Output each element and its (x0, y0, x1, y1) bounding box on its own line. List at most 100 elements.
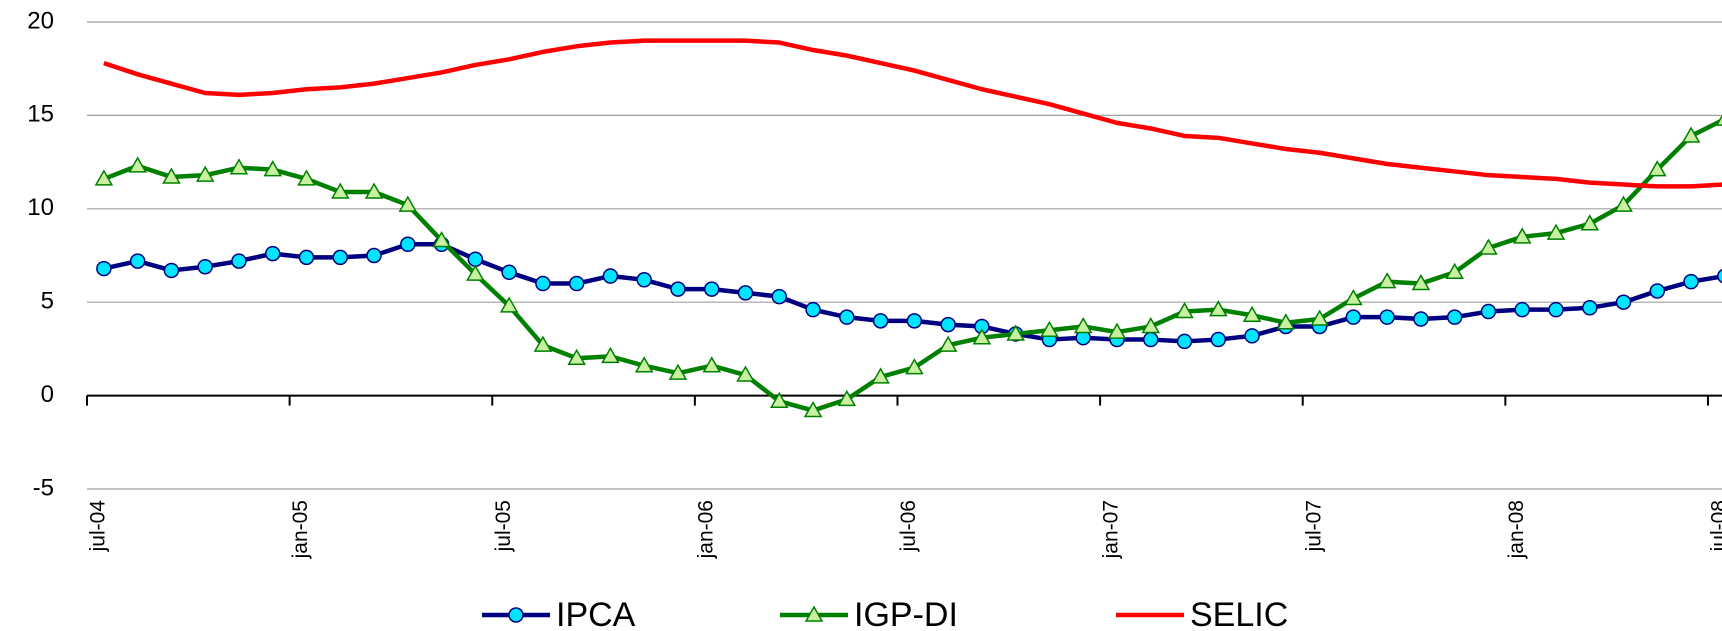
marker (364, 182, 384, 199)
marker (736, 365, 755, 382)
marker (636, 272, 652, 288)
y-tick-label: 20 (27, 7, 54, 34)
marker (938, 335, 958, 352)
marker (1411, 274, 1431, 291)
marker (567, 348, 586, 365)
series (94, 114, 1722, 418)
marker (1615, 294, 1632, 310)
marker (1242, 305, 1262, 323)
marker (1344, 288, 1363, 306)
marker (737, 285, 754, 301)
marker (940, 316, 956, 333)
marker (972, 328, 992, 345)
marker (1480, 303, 1497, 320)
marker (94, 169, 114, 186)
marker (1073, 316, 1093, 334)
marker (1681, 126, 1701, 143)
y-tick-label: 5 (41, 288, 54, 315)
marker (1548, 301, 1564, 318)
series (103, 38, 1722, 189)
marker (297, 169, 316, 186)
marker (163, 262, 180, 279)
marker (1614, 195, 1633, 212)
marker (1379, 309, 1395, 325)
marker (1143, 331, 1159, 348)
marker (871, 367, 890, 384)
marker (298, 249, 315, 266)
marker (837, 389, 857, 407)
marker (1006, 324, 1025, 341)
y-tick-label: 0 (41, 381, 54, 408)
x-tick-label: jan-05 (289, 500, 312, 559)
marker (432, 231, 451, 248)
marker (805, 301, 821, 318)
line (103, 38, 1722, 189)
marker (1446, 309, 1463, 325)
marker (195, 165, 215, 182)
marker (332, 249, 349, 266)
marker (1717, 268, 1722, 284)
x-tick-label: jul-05 (492, 500, 515, 552)
marker (1345, 309, 1362, 325)
marker (1209, 300, 1228, 317)
marker (1244, 328, 1260, 344)
legend-label: IPCA (556, 596, 636, 631)
marker (1413, 311, 1429, 327)
marker (906, 313, 923, 329)
marker (769, 391, 789, 408)
marker (330, 182, 350, 199)
marker (1479, 238, 1498, 255)
marker (905, 358, 924, 375)
marker (1648, 160, 1667, 177)
marker (1683, 273, 1699, 290)
legend-label: SELIC (1190, 596, 1288, 631)
y-tick-label: 15 (27, 101, 54, 128)
legend-label: IGP-DI (854, 596, 958, 631)
marker (1310, 309, 1329, 326)
marker (264, 245, 281, 262)
marker (162, 167, 181, 184)
marker (231, 253, 247, 269)
marker (839, 309, 855, 325)
legend-marker (508, 607, 524, 623)
marker (1546, 223, 1566, 240)
x-tick-label: jul-08 (1708, 500, 1722, 552)
marker (197, 258, 213, 275)
y-tick-label: 10 (27, 194, 54, 221)
marker (501, 264, 517, 281)
marker (1107, 322, 1127, 339)
marker (1512, 227, 1532, 244)
marker (872, 313, 889, 329)
x-tick-label: jan-07 (1100, 500, 1123, 559)
x-tick-label: jul-07 (1302, 500, 1325, 552)
marker (96, 260, 112, 277)
series (96, 236, 1722, 350)
marker (1582, 300, 1598, 316)
marker (601, 346, 620, 364)
marker (668, 363, 688, 380)
marker (467, 251, 484, 267)
marker (400, 236, 416, 253)
marker (702, 356, 722, 373)
x-tick-label: jan-06 (694, 500, 717, 559)
marker (670, 281, 686, 297)
marker (533, 335, 553, 352)
marker (1514, 301, 1530, 318)
marker (466, 264, 485, 281)
x-tick-label: jul-06 (897, 500, 920, 552)
marker (771, 288, 788, 305)
marker (398, 195, 418, 212)
marker (1040, 320, 1059, 337)
marker (634, 356, 654, 373)
marker (803, 401, 823, 418)
marker (703, 281, 720, 297)
marker (129, 253, 146, 269)
marker (229, 158, 249, 175)
marker (128, 156, 147, 173)
marker (366, 247, 382, 264)
legend-marker (804, 605, 824, 622)
marker (263, 160, 283, 177)
marker (1176, 333, 1193, 350)
y-tick-label: -5 (33, 474, 54, 501)
